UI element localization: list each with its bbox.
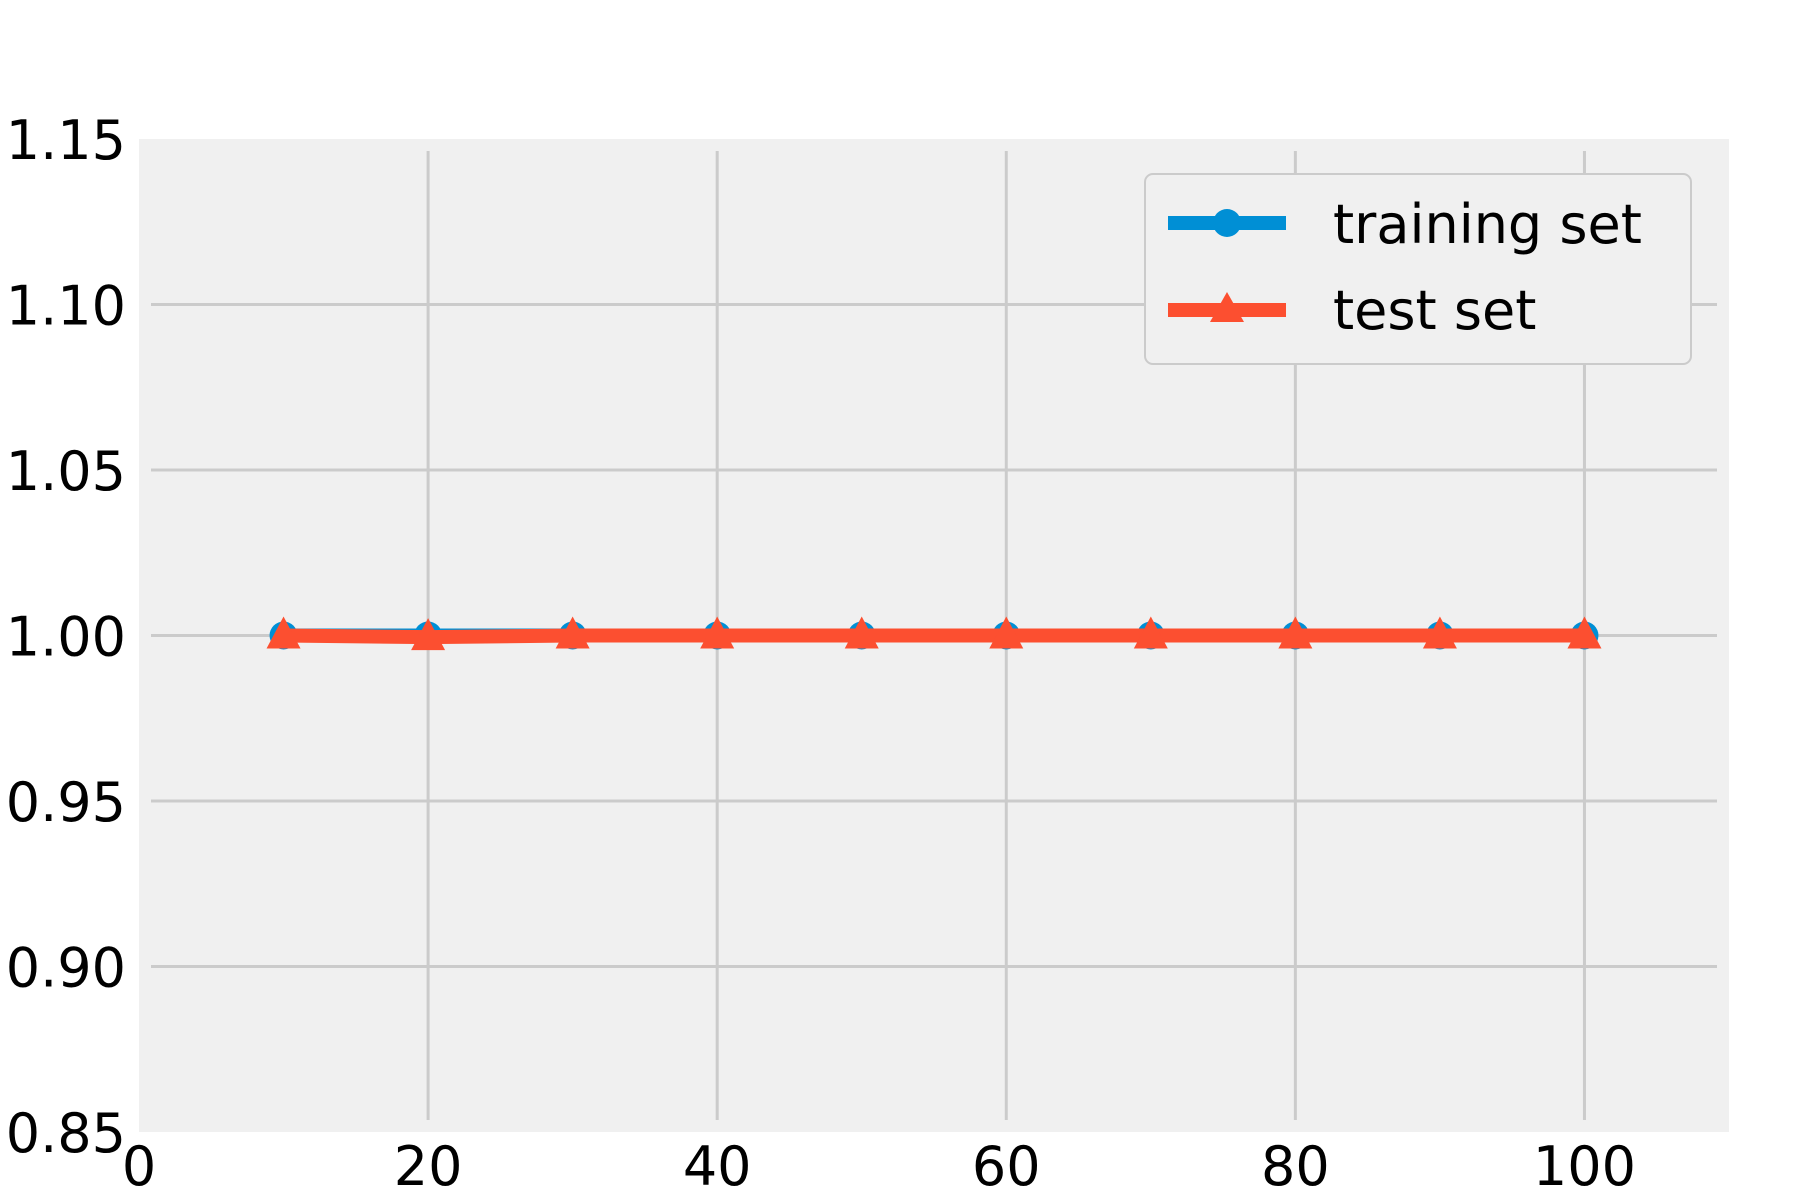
legend-marker-training-set <box>1213 209 1241 237</box>
data-point-test-set <box>411 618 446 651</box>
y-tick-label: 1.05 <box>6 440 126 503</box>
x-tick-label: 40 <box>683 1135 752 1198</box>
data-point-test-set <box>700 616 735 649</box>
x-tick-label: 60 <box>972 1135 1041 1198</box>
y-tick-label: 0.90 <box>6 937 126 1000</box>
data-point-test-set <box>989 616 1024 649</box>
data-point-test-set <box>1133 616 1168 649</box>
y-tick-label: 1.15 <box>6 109 126 172</box>
data-point-test-set <box>555 616 590 649</box>
series-layer <box>266 616 1602 651</box>
data-point-test-set <box>1567 616 1602 649</box>
data-point-test-set <box>1422 616 1457 649</box>
y-tick-label: 0.95 <box>6 771 126 834</box>
legend: training set test set <box>1144 173 1692 365</box>
legend-label-training-set: training set <box>1333 193 1642 256</box>
x-tick-label: 20 <box>394 1135 463 1198</box>
legend-label-test-set: test set <box>1333 279 1536 342</box>
x-tick-label: 0 <box>122 1135 156 1198</box>
x-axis-tick-labels: 0 20 40 60 80 100 <box>122 1135 1636 1198</box>
x-tick-label: 80 <box>1261 1135 1330 1198</box>
legend-marker-test-set <box>1210 292 1244 322</box>
series-line-test-set <box>283 628 1585 645</box>
series-test-set <box>266 616 1602 651</box>
data-point-test-set <box>844 616 879 649</box>
data-point-test-set <box>1278 616 1313 649</box>
data-point-test-set <box>266 616 301 649</box>
x-tick-label: 100 <box>1533 1135 1636 1198</box>
y-tick-label: 1.10 <box>6 275 126 338</box>
y-tick-label: 0.85 <box>6 1102 126 1165</box>
y-axis-tick-labels: 0.85 0.90 0.95 1.00 1.05 1.10 1.15 <box>6 109 126 1165</box>
y-tick-label: 1.00 <box>6 606 126 669</box>
